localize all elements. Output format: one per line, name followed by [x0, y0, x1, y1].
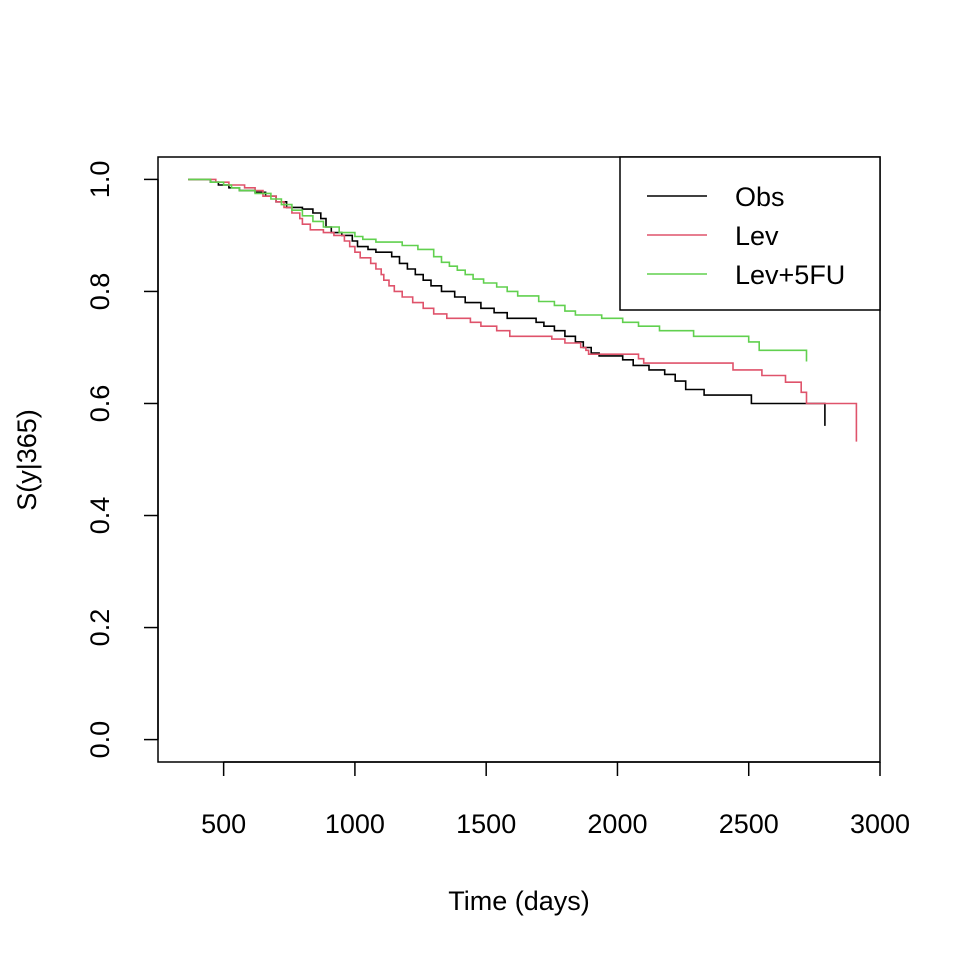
- x-tick-label: 2500: [719, 809, 779, 839]
- x-tick-label: 3000: [850, 809, 910, 839]
- x-axis: 500 1000 1500 2000 2500 3000: [201, 761, 910, 839]
- series-line-obs: [188, 178, 826, 426]
- y-tick-label: 0.8: [85, 273, 115, 311]
- y-tick-label: 0.2: [85, 609, 115, 647]
- y-tick-label: 0.4: [85, 497, 115, 535]
- x-axis-title: Time (days): [448, 886, 590, 916]
- y-tick-label: 1.0: [85, 161, 115, 199]
- y-axis-title: S(y|365): [12, 409, 42, 511]
- legend-label: Lev+5FU: [735, 260, 845, 290]
- legend-box: [619, 156, 881, 311]
- y-axis: 0.0 0.2 0.4 0.6 0.8 1.0: [85, 161, 159, 759]
- x-tick-label: 1000: [325, 809, 385, 839]
- series-layer: [188, 178, 858, 442]
- legend-label: Obs: [735, 182, 785, 212]
- series-line-lev-5fu: [188, 178, 808, 362]
- y-tick-label: 0.6: [85, 385, 115, 423]
- x-tick-label: 2000: [587, 809, 647, 839]
- x-tick-label: 1500: [456, 809, 516, 839]
- y-tick-label: 0.0: [85, 721, 115, 759]
- legend-label: Lev: [735, 221, 779, 251]
- legend: Obs Lev Lev+5FU: [619, 156, 881, 311]
- x-tick-label: 500: [201, 809, 246, 839]
